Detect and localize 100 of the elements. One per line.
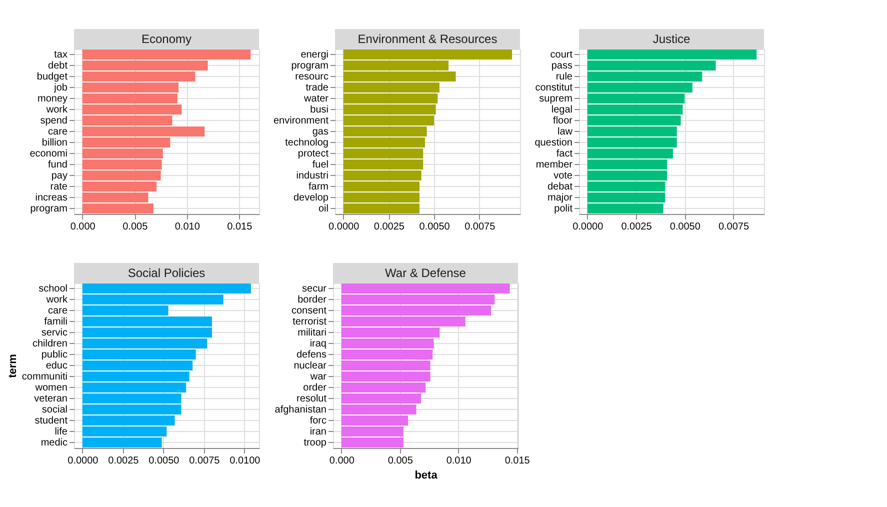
y-tick-label: court — [550, 50, 573, 60]
y-tick-label: debt — [48, 60, 68, 72]
y-tick-label: medic — [40, 438, 68, 448]
y-tick-label: rate — [50, 182, 68, 192]
y-tick-label: major — [547, 192, 574, 204]
y-tick-label: environment — [273, 116, 329, 126]
y-tick-label: protect — [298, 148, 329, 160]
chart-title: Environment & Resources — [358, 32, 498, 46]
y-tick-label: farm — [308, 182, 328, 192]
y-tick-label: polit — [554, 204, 573, 214]
y-tick-label: fuel — [312, 160, 328, 170]
y-tick-label: economi — [30, 148, 68, 160]
chart-title: Social Policies — [128, 266, 206, 280]
y-tick-label: border — [298, 294, 328, 306]
y-tick-label: iran — [310, 426, 326, 438]
y-tick-label: famili — [44, 316, 68, 328]
y-tick-label: nuclear — [294, 360, 328, 372]
y-tick-label: pay — [51, 170, 68, 182]
x-tick-label: 0.0050 — [148, 456, 180, 466]
y-tick-label: order — [303, 382, 328, 394]
x-tick-label: 0.0075 — [464, 222, 496, 232]
y-tick-label: program — [291, 60, 328, 72]
y-tick-label: life — [54, 426, 68, 438]
y-tick-label: water — [303, 94, 330, 104]
y-tick-label: develop — [293, 192, 329, 204]
y-axis-title: term — [6, 354, 19, 378]
y-tick-label: veteran — [34, 394, 68, 404]
y-tick-label: care — [48, 306, 68, 316]
x-tick-label: 0.005 — [122, 222, 148, 232]
y-tick-label: work — [45, 104, 68, 116]
y-tick-label: tax — [54, 50, 68, 60]
y-tick-label: militari — [298, 328, 326, 338]
y-tick-label: secur — [302, 284, 328, 294]
x-tick-label: 0.015 — [504, 456, 530, 466]
chart-title: Justice — [652, 32, 690, 46]
y-tick-label: educ — [46, 360, 68, 372]
y-tick-label: women — [34, 382, 68, 394]
x-tick-label: 0.015 — [227, 222, 253, 232]
y-tick-label: law — [557, 126, 574, 138]
y-tick-label: billion — [42, 138, 68, 148]
y-tick-label: debat — [547, 182, 573, 192]
y-tick-label: children — [32, 338, 68, 350]
y-tick-label: resolut — [296, 394, 327, 404]
x-tick-label: 0.0050 — [419, 222, 450, 232]
x-tick-label: 0.000 — [70, 222, 96, 232]
y-tick-label: fact — [556, 148, 573, 160]
y-tick-label: program — [30, 204, 68, 214]
y-tick-label: member — [536, 160, 574, 170]
x-tick-label: 0.005 — [388, 456, 414, 466]
y-tick-label: forc — [310, 416, 326, 426]
y-tick-label: war — [309, 372, 328, 382]
y-tick-label: rule — [556, 72, 573, 82]
y-tick-label: constitut — [535, 82, 573, 94]
x-tick-label: 0.0100 — [230, 456, 261, 466]
y-tick-label: budget — [36, 72, 68, 82]
chart-title: War & Defense — [385, 266, 466, 280]
y-tick-label: gas — [312, 126, 328, 138]
chart-title: Economy — [141, 32, 192, 46]
y-tick-label: vote — [554, 170, 573, 182]
y-tick-label: iraq — [310, 338, 326, 350]
y-tick-label: suprem — [539, 94, 572, 104]
y-tick-label: technolog — [285, 138, 328, 148]
y-tick-label: floor — [553, 116, 574, 126]
y-tick-label: pass — [551, 60, 572, 72]
y-tick-label: increas — [35, 192, 68, 204]
y-tick-label: communiti — [22, 372, 68, 382]
y-tick-label: resourc — [295, 72, 328, 82]
x-tick-label: 0.0025 — [374, 222, 405, 232]
x-tick-label: 0.010 — [174, 222, 200, 232]
x-tick-label: 0.0075 — [189, 456, 220, 466]
y-tick-label: care — [48, 126, 68, 138]
y-tick-label: money — [37, 94, 68, 104]
y-tick-label: energi — [300, 50, 328, 60]
x-tick-label: 0.000 — [329, 456, 355, 466]
y-tick-label: school — [38, 284, 68, 294]
y-tick-label: social — [42, 404, 68, 416]
y-tick-label: job — [53, 82, 68, 94]
y-tick-label: student — [34, 416, 68, 426]
y-tick-label: defens — [296, 350, 326, 360]
y-tick-label: servic — [41, 328, 68, 338]
y-tick-label: legal — [551, 104, 572, 116]
x-tick-label: 0.0000 — [572, 222, 604, 232]
x-tick-label: 0.0000 — [328, 222, 360, 232]
x-tick-label: 0.0075 — [718, 222, 750, 232]
y-tick-label: oil — [318, 204, 328, 214]
x-tick-label: 0.0050 — [670, 222, 701, 232]
x-tick-label: 0.010 — [446, 456, 472, 466]
x-tick-label: 0.0000 — [68, 456, 99, 466]
y-tick-label: troop — [304, 438, 327, 448]
x-tick-label: 0.0025 — [108, 456, 140, 466]
x-tick-label: 0.0025 — [621, 222, 652, 232]
y-tick-label: busi — [310, 104, 328, 116]
y-tick-label: industri — [296, 170, 328, 182]
y-tick-label: question — [534, 138, 572, 148]
y-tick-label: consent — [291, 306, 327, 316]
y-tick-label: trade — [306, 82, 329, 94]
y-tick-label: public — [41, 350, 68, 360]
x-axis-title: beta — [414, 470, 438, 482]
y-tick-label: terrorist — [292, 316, 327, 328]
y-tick-label: fund — [48, 160, 68, 170]
